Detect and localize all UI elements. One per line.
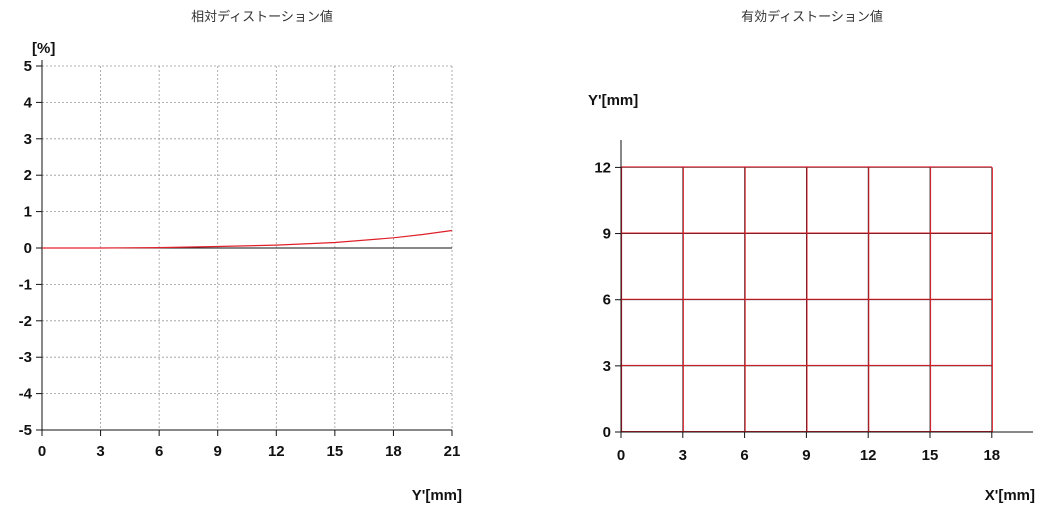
y-tick-label: -1 [19,276,32,293]
y-tick-label: 4 [24,94,33,111]
chart-title-relative: 相対ディストーション値 [191,9,333,25]
axes-effective [615,140,1033,438]
x-tick-label: 0 [617,447,625,464]
x-tick-label: 3 [679,447,687,464]
y-tick-label: 0 [603,424,611,441]
y-tick-label: -3 [19,349,32,366]
x-tick-label: 15 [327,443,344,460]
x-axis-label-relative: Y'[mm] [412,487,462,504]
x-tick-label: 6 [155,443,163,460]
x-tick-label: 6 [740,447,748,464]
y-tick-label: 3 [603,358,611,375]
series-relative [42,229,453,249]
chart-title-effective: 有効ディストーション値 [741,9,883,25]
y-tick-label: 5 [24,58,32,75]
y-tick-label: 6 [603,292,611,309]
x-tick-label: 18 [983,447,1000,464]
x-tick-label: 12 [860,447,877,464]
x-tick-label: 9 [802,447,810,464]
relative-distortion-chart: 相対ディストーション値 [%] Y'[mm] 0 3 6 9 12 15 18 2154321… [19,9,462,504]
effective-distortion-chart: 有効ディストーション値 Y'[mm] X'[mm] 0 3 6 9 12 15 18 12 9 6… [588,9,1035,504]
y-axis-label-effective: Y'[mm] [588,92,638,109]
y-tick-label: 3 [24,131,32,148]
grid-effective [620,166,993,433]
y-tick-label: 2 [24,167,32,184]
distortion-curve [42,229,453,249]
y-tick-label: 9 [603,226,611,243]
y-tick-label: 1 [24,204,32,221]
x-tick-label: 15 [922,447,939,464]
tick-labels-effective: 0 3 6 9 12 15 18 12 9 6 3 0 [594,159,1000,464]
y-tick-label: -2 [19,313,32,330]
x-tick-label: 12 [268,443,285,460]
y-tick-label: 0 [24,240,32,257]
x-tick-label: 18 [385,443,402,460]
y-tick-label: -5 [19,422,32,439]
x-tick-label: 3 [96,443,104,460]
y-axis-label-relative: [%] [32,40,55,57]
y-tick-label: 12 [594,159,611,176]
x-axis-label-effective: X'[mm] [985,487,1035,504]
x-tick-label: 0 [38,443,46,460]
x-tick-label: 9 [214,443,222,460]
x-tick-label: 21 [444,443,461,460]
y-tick-label: -4 [19,386,33,403]
